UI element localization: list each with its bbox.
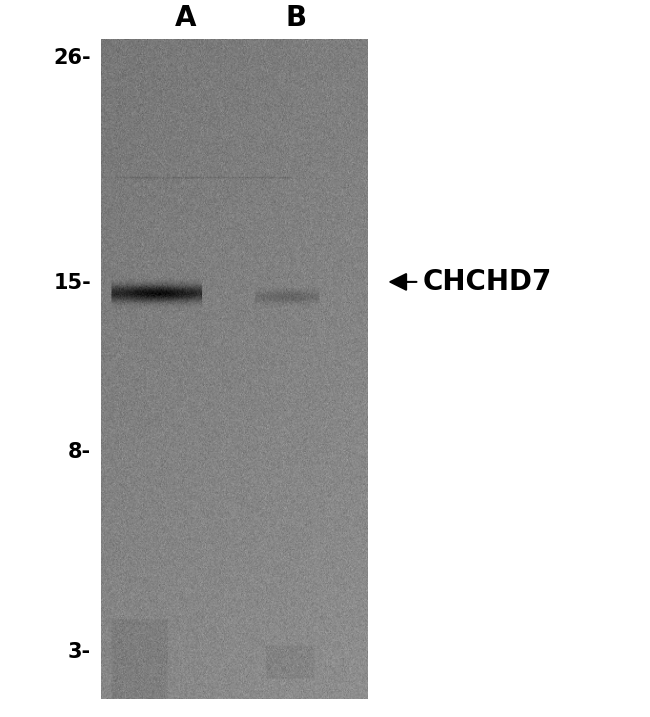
Text: 8-: 8- <box>68 442 91 462</box>
Text: B: B <box>285 4 306 32</box>
Text: 15-: 15- <box>53 273 91 293</box>
Text: 26-: 26- <box>53 47 91 67</box>
Text: 3-: 3- <box>68 642 91 663</box>
Text: CHCHD7: CHCHD7 <box>422 268 552 296</box>
Text: A: A <box>174 4 196 32</box>
